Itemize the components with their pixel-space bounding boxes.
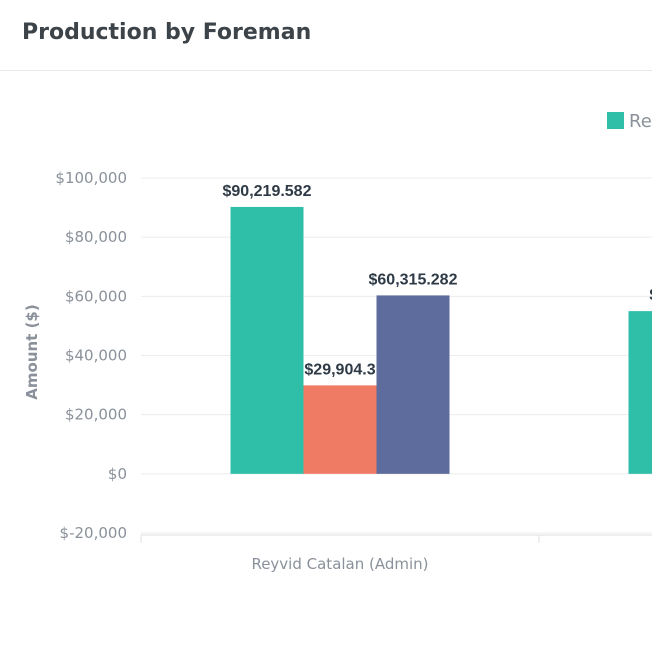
y-axis-title: Amount ($) <box>23 304 41 399</box>
y-tick-label: $100,000 <box>55 169 127 187</box>
data-labels: $90,219.582 $29,904.3 $60,315.282 $55, <box>223 183 652 378</box>
y-tick-label: $-20,000 <box>60 524 127 542</box>
card-header: Production by Foreman <box>0 0 652 71</box>
data-label: $55, <box>649 287 652 304</box>
data-label: $60,315.282 <box>369 271 458 288</box>
y-tick-label: $40,000 <box>65 347 127 365</box>
y-axis-ticks: $-20,000 $0 $20,000 $40,000 $60,000 $80,000 $1… <box>55 169 127 542</box>
legend: Re <box>607 111 652 132</box>
x-category-label: Reyvid Catalan (Admin) <box>251 555 428 573</box>
chart-title: Production by Foreman <box>22 20 312 45</box>
y-tick-label: $60,000 <box>65 287 127 305</box>
bar[interactable] <box>628 311 652 474</box>
y-tick-label: $80,000 <box>65 228 127 246</box>
bars <box>230 206 652 474</box>
bar[interactable] <box>230 206 304 474</box>
bar[interactable] <box>376 295 450 474</box>
legend-label[interactable]: Re <box>629 111 652 132</box>
legend-swatch[interactable] <box>607 112 624 129</box>
data-label: $29,904.3 <box>304 361 375 378</box>
x-axis: Reyvid Catalan (Admin)Me <box>140 534 652 573</box>
data-label: $90,219.582 <box>223 183 312 200</box>
grid-lines <box>141 177 652 534</box>
y-tick-label: $20,000 <box>65 406 127 424</box>
bar[interactable] <box>303 385 377 474</box>
y-tick-label: $0 <box>108 465 127 483</box>
